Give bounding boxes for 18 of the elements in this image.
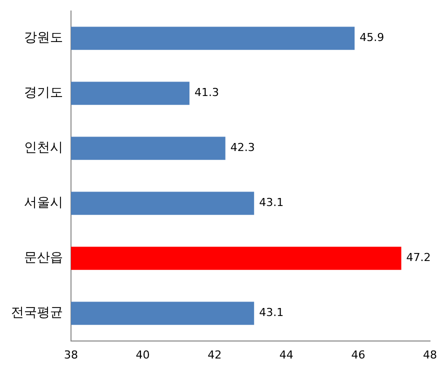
x-tick-label: 42 <box>208 348 222 362</box>
y-tick-label: 문산읍 <box>24 250 63 266</box>
y-tick-label: 강원도 <box>24 30 63 46</box>
data-label: 42.3 <box>230 141 255 154</box>
x-tick-label: 48 <box>423 348 437 362</box>
x-tick-label: 46 <box>351 348 366 362</box>
data-label: 43.1 <box>259 306 284 320</box>
y-tick-label: 서울시 <box>24 196 63 211</box>
data-label: 41.3 <box>194 86 219 100</box>
y-tick-label: 경기도 <box>24 86 63 101</box>
data-label: 45.9 <box>360 31 384 44</box>
data-label: 43.1 <box>259 196 284 210</box>
y-tick-label: 전국평균 <box>11 306 63 321</box>
x-tick-label: 40 <box>136 348 150 362</box>
x-tick-label: 38 <box>64 348 78 362</box>
data-label: 47.2 <box>406 251 431 264</box>
x-tick-label: 44 <box>279 348 294 362</box>
y-tick-label: 인천시 <box>24 140 63 156</box>
